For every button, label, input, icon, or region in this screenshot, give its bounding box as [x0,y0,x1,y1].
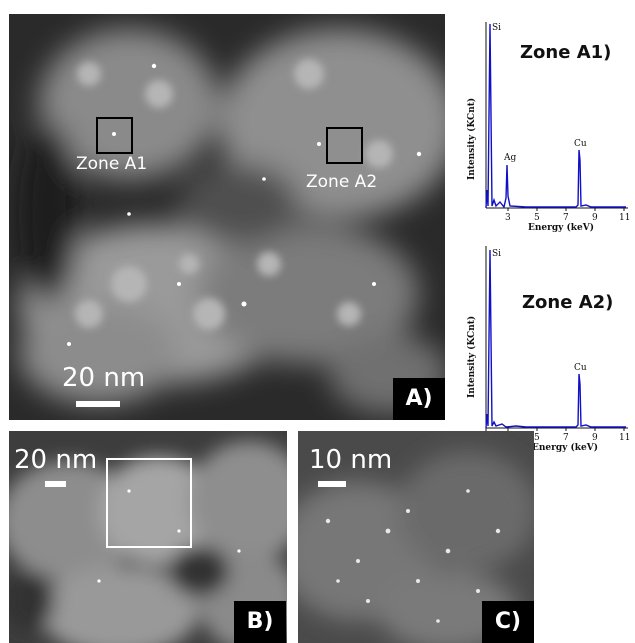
svg-text:Intensity (KCnt): Intensity (KCnt) [466,98,477,180]
svg-text:7: 7 [563,433,569,443]
scale-bar-label-b: 20 nm [14,445,98,475]
svg-text:5: 5 [534,213,540,223]
svg-text:3: 3 [505,213,511,223]
zone-a2-label: Zone A2 [306,172,378,192]
svg-text:Ag: Ag [503,153,516,163]
roi-box-b [106,458,192,548]
panel-label-a: A) [393,378,445,420]
svg-text:11: 11 [619,213,630,223]
scale-bar-label-a: 20 nm [62,363,146,393]
zone-a1-label: Zone A1 [76,154,148,174]
svg-text:7: 7 [563,213,569,223]
scale-bar-b [45,481,66,487]
tem-image-a [9,14,445,420]
svg-text:Cu: Cu [574,139,587,149]
eds-spectrum-a2: 1 3 5 7 9 11 Energy (keV) Intensity (KCn… [456,238,634,460]
spectrum-title-a1: Zone A1) [520,42,612,63]
svg-text:Intensity (KCnt): Intensity (KCnt) [466,316,477,398]
scale-bar-label-c: 10 nm [309,445,393,475]
svg-text:Cu: Cu [574,363,587,373]
svg-text:Si: Si [492,23,501,33]
spectrum-trace-a2 [485,249,626,429]
svg-text:11: 11 [619,433,630,443]
svg-text:Si: Si [492,249,501,259]
svg-text:Energy (keV): Energy (keV) [532,442,598,453]
eds-spectrum-a1: 3 5 7 9 11 Energy (keV) Intensity (KCnt)… [456,10,634,233]
scale-bar-a [76,401,120,407]
scale-bar-c [318,481,346,487]
svg-text:9: 9 [592,213,598,223]
panel-label-c: C) [482,601,534,643]
svg-text:9: 9 [592,433,598,443]
spectrum-title-a2: Zone A2) [522,292,614,313]
spectrum-trace-a1 [485,23,626,209]
panel-label-b: B) [234,601,286,643]
tem-image-a-texture [9,14,445,420]
tem-image-b [9,431,287,643]
zone-a2-box [326,127,363,164]
svg-text:Energy (keV): Energy (keV) [528,222,594,232]
zone-a1-box [96,117,133,154]
svg-text:5: 5 [534,433,540,443]
